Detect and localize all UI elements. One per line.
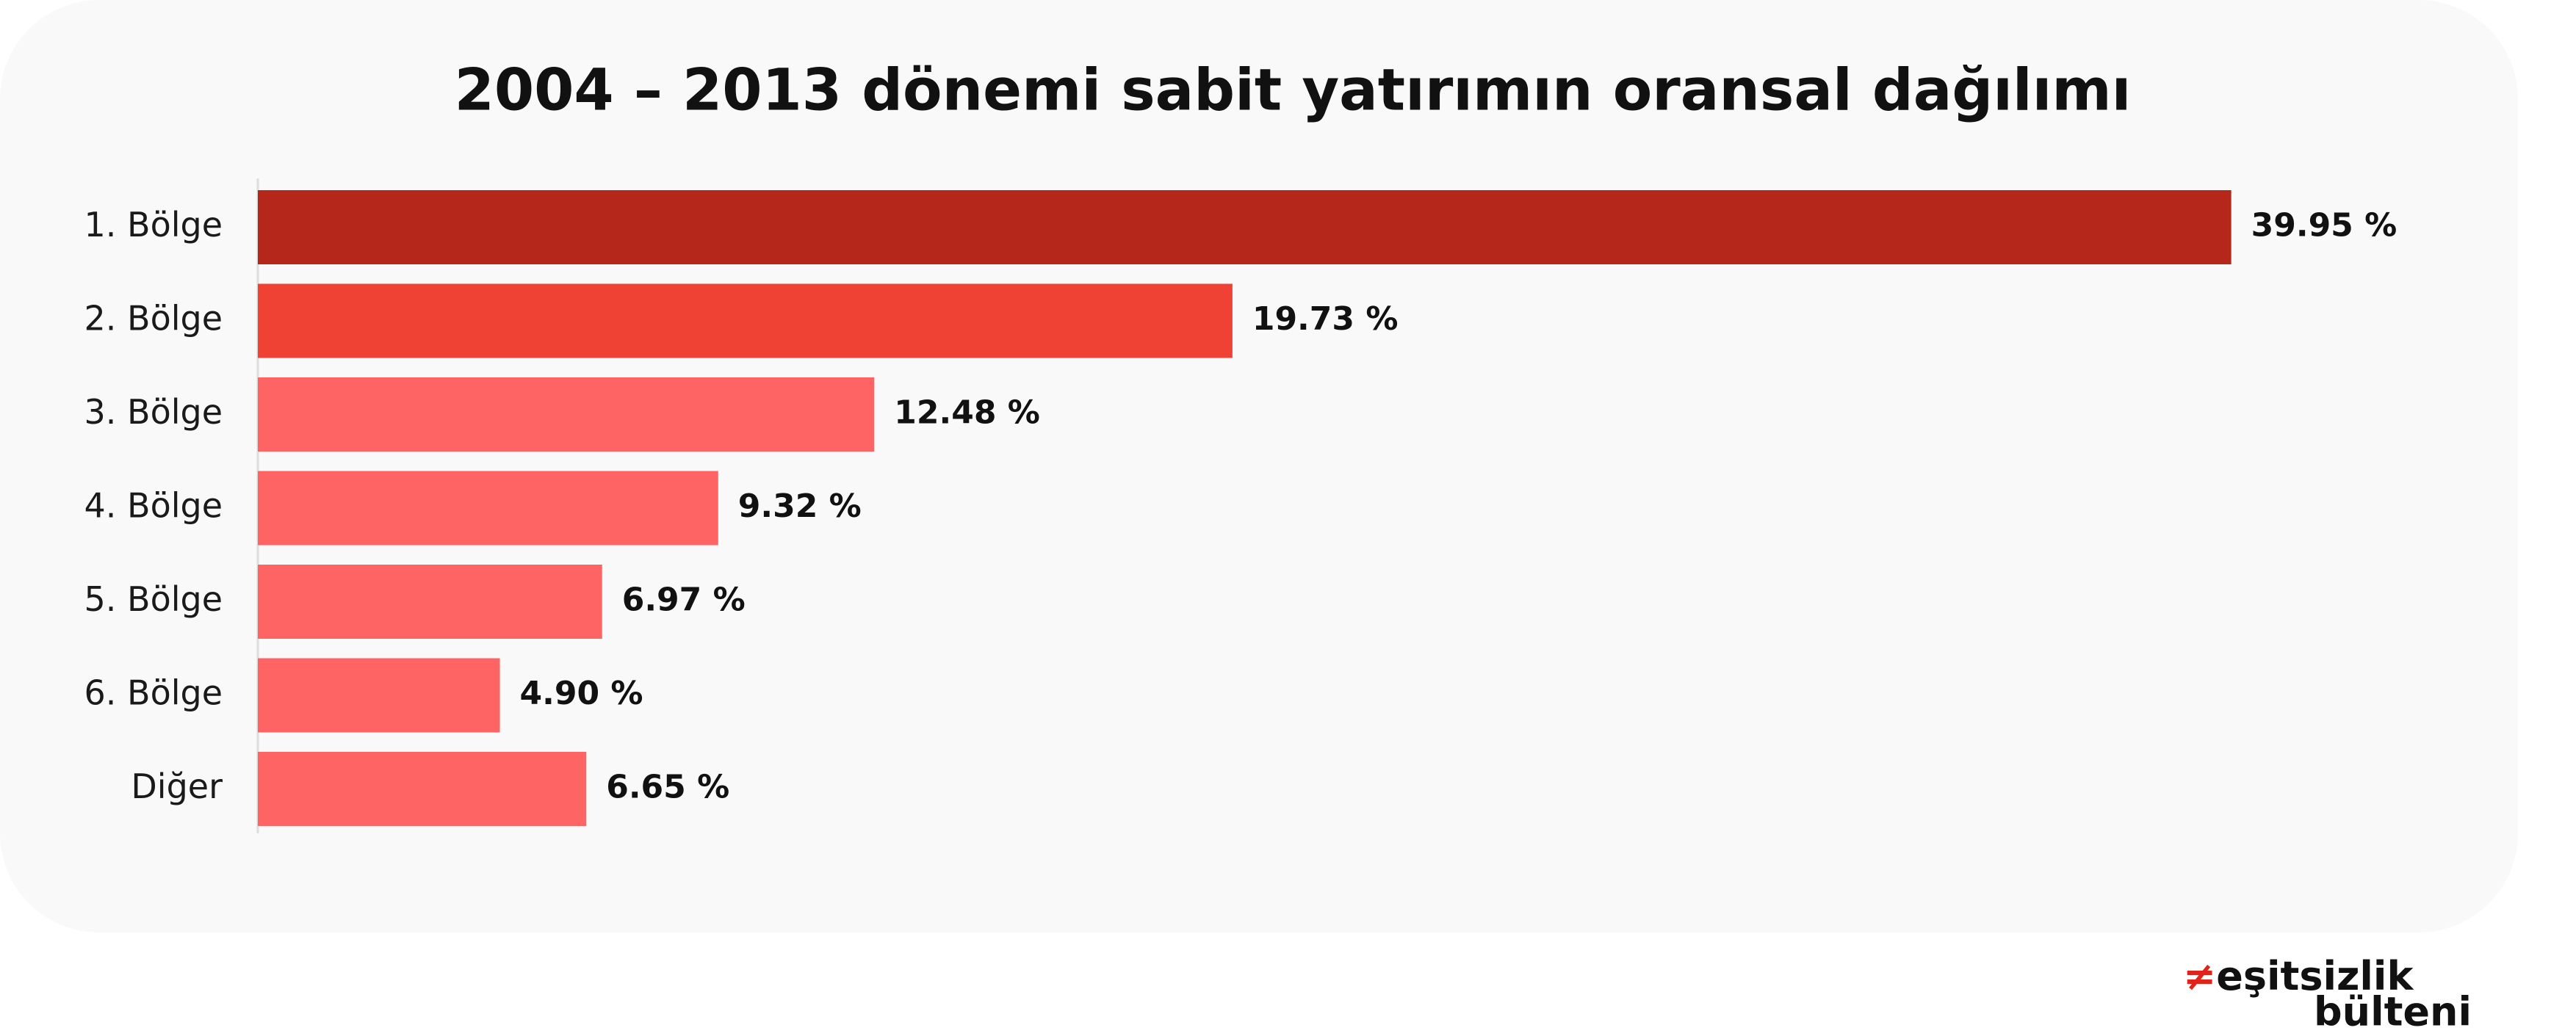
value-label: 4.90 % bbox=[520, 675, 643, 712]
category-label: 2. Bölge bbox=[84, 299, 223, 338]
category-label: 4. Bölge bbox=[84, 486, 223, 526]
category-label: Diğer bbox=[131, 767, 223, 806]
category-label: 5. Bölge bbox=[84, 579, 223, 619]
logo-line1: ≠eşitsizlik bbox=[2183, 953, 2414, 999]
category-label: 6. Bölge bbox=[84, 673, 223, 713]
bar bbox=[258, 658, 500, 733]
bar bbox=[258, 752, 587, 826]
value-label: 9.32 % bbox=[738, 488, 862, 525]
bar bbox=[258, 190, 2232, 264]
logo-word: eşitsizlik bbox=[2216, 953, 2414, 999]
logo-line2: bülteni bbox=[2314, 989, 2472, 1035]
value-label: 39.95 % bbox=[2251, 207, 2398, 244]
bar bbox=[258, 283, 1233, 358]
category-label: 3. Bölge bbox=[84, 392, 223, 432]
bar bbox=[258, 377, 875, 452]
value-label: 12.48 % bbox=[894, 394, 1040, 432]
value-label: 6.97 % bbox=[622, 582, 746, 619]
category-label: 1. Bölge bbox=[84, 205, 223, 244]
bar bbox=[258, 471, 718, 546]
value-label: 19.73 % bbox=[1252, 300, 1399, 338]
chart-title: 2004 – 2013 dönemi sabit yatırımın orans… bbox=[455, 57, 2132, 123]
bar bbox=[258, 565, 602, 639]
value-label: 6.65 % bbox=[606, 769, 729, 806]
logo-symbol: ≠ bbox=[2183, 953, 2216, 999]
